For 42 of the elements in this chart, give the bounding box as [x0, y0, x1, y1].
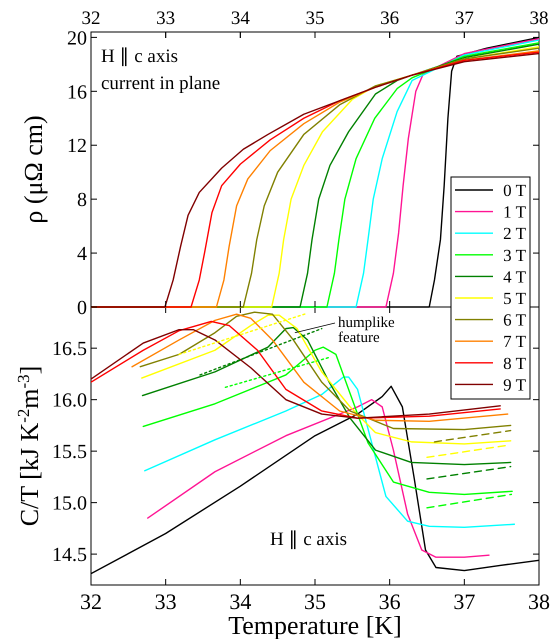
line-series	[147, 398, 490, 558]
annotation: humplike feature	[338, 315, 395, 346]
y-tick-label: 4	[77, 243, 87, 266]
y-tick-label: 16.5	[52, 338, 87, 360]
x-tick-label: 34	[229, 589, 252, 614]
legend-label: 3 T	[503, 246, 527, 265]
y-tick-label: 12	[67, 135, 87, 158]
y-tick-label: 15.0	[52, 492, 87, 515]
y-tick-label: 14.5	[52, 544, 87, 566]
x2-tick-label: 37	[454, 8, 474, 29]
x-tick-label: 35	[304, 589, 326, 614]
legend-label: 1 T	[503, 202, 527, 222]
x2-tick-label: 33	[156, 8, 176, 29]
line-series	[144, 376, 516, 528]
annotation: H ∥ c axis	[270, 529, 348, 550]
x2-tick-label: 35	[306, 8, 324, 29]
y-tick-label: 20	[67, 27, 87, 50]
annotation: current in plane	[101, 73, 220, 94]
legend-label: 8 T	[503, 354, 527, 373]
y-tick-label: 15.5	[52, 441, 87, 464]
y-tick-label: 16.0	[52, 390, 87, 412]
x2-tick-label: 36	[380, 8, 400, 29]
x-tick-label: 38	[528, 589, 550, 614]
legend-label: 6 T	[503, 310, 527, 330]
legend-label: 0 T	[503, 181, 527, 200]
legend-label: 9 T	[503, 375, 527, 394]
x-tick-label: 37	[453, 589, 476, 614]
x-tick-label: 36	[378, 589, 401, 614]
y-axis-title: ρ (μΩ cm)	[19, 115, 48, 224]
y-tick-label: 8	[77, 189, 87, 212]
x2-tick-label: 32	[82, 8, 100, 29]
x-tick-label: 32	[80, 589, 102, 614]
legend-label: 5 T	[503, 289, 527, 308]
y-tick-label: 16	[67, 81, 87, 104]
x-tick-label: 33	[154, 589, 177, 614]
x2-tick-label: 38	[530, 8, 548, 29]
legend-label: 4 T	[503, 267, 527, 286]
legend-label: 7 T	[503, 332, 527, 352]
y-tick-label: 0	[77, 297, 87, 319]
annotation: H ∥ c axis	[101, 46, 178, 67]
x2-tick-label: 34	[230, 8, 250, 29]
legend-label: 2 T	[503, 224, 527, 244]
